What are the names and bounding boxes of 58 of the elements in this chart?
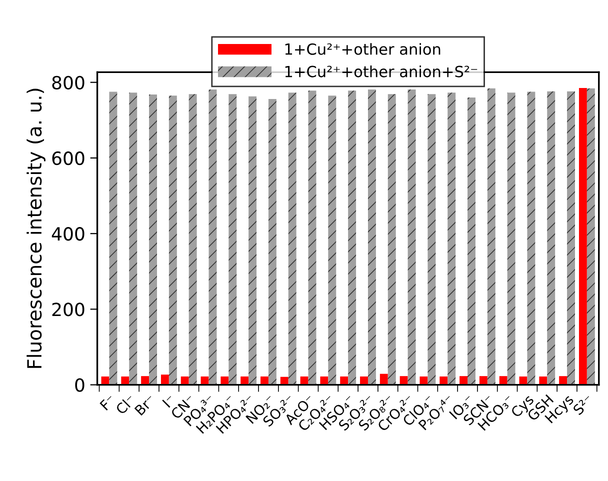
bar bbox=[388, 94, 396, 385]
bar bbox=[527, 92, 536, 385]
bar bbox=[428, 94, 436, 385]
bar bbox=[440, 376, 448, 385]
bar bbox=[129, 92, 138, 385]
bar bbox=[380, 374, 388, 385]
bar bbox=[260, 376, 268, 385]
bar bbox=[188, 94, 197, 385]
bar bbox=[468, 97, 476, 385]
y-tick-label: 400 bbox=[52, 227, 84, 241]
bar bbox=[149, 94, 157, 385]
x-tick-label: Br⁻ bbox=[134, 394, 156, 416]
bar bbox=[308, 90, 316, 385]
bar bbox=[360, 376, 368, 385]
bar bbox=[567, 91, 575, 385]
y-axis-title: Fluorescence intensity (a. u.) bbox=[26, 88, 46, 368]
bar bbox=[328, 96, 336, 385]
bar bbox=[168, 96, 177, 385]
bar bbox=[448, 92, 456, 385]
bar bbox=[578, 88, 587, 385]
legend-label: 1+Cu²⁺+other anion bbox=[285, 43, 440, 55]
bar bbox=[408, 90, 416, 385]
bar bbox=[300, 376, 308, 385]
legend-label: 1+Cu²⁺+other anion+S²⁻ bbox=[285, 66, 478, 78]
bar bbox=[160, 374, 169, 385]
y-tick-label: 0 bbox=[75, 378, 84, 392]
bar bbox=[228, 94, 237, 385]
bar bbox=[340, 376, 348, 385]
bar bbox=[420, 376, 428, 385]
bar bbox=[121, 376, 130, 385]
bar bbox=[268, 98, 276, 385]
bar bbox=[248, 96, 257, 385]
x-tick-label: F⁻ bbox=[100, 394, 116, 410]
y-tick-label: 600 bbox=[52, 151, 84, 166]
bar bbox=[400, 376, 408, 385]
bar bbox=[208, 90, 217, 385]
bar bbox=[487, 88, 496, 385]
bar bbox=[460, 376, 468, 385]
bar bbox=[109, 92, 118, 385]
y-tick-label: 200 bbox=[52, 302, 84, 316]
bar bbox=[539, 376, 548, 385]
bar bbox=[586, 88, 595, 385]
x-tick-label: I⁻ bbox=[162, 394, 176, 408]
bar bbox=[499, 376, 508, 385]
bar bbox=[547, 91, 556, 385]
bar bbox=[220, 376, 229, 385]
bar bbox=[368, 90, 376, 385]
bar bbox=[288, 92, 296, 385]
bar bbox=[141, 376, 150, 385]
bar bbox=[479, 376, 488, 385]
bar bbox=[320, 376, 328, 385]
bar bbox=[240, 376, 249, 385]
bar bbox=[507, 92, 516, 385]
bar bbox=[180, 376, 189, 385]
x-tick-label: S²⁻ bbox=[572, 394, 594, 416]
y-tick-label: 800 bbox=[52, 76, 84, 90]
bar bbox=[348, 90, 356, 385]
bar bbox=[559, 376, 568, 385]
